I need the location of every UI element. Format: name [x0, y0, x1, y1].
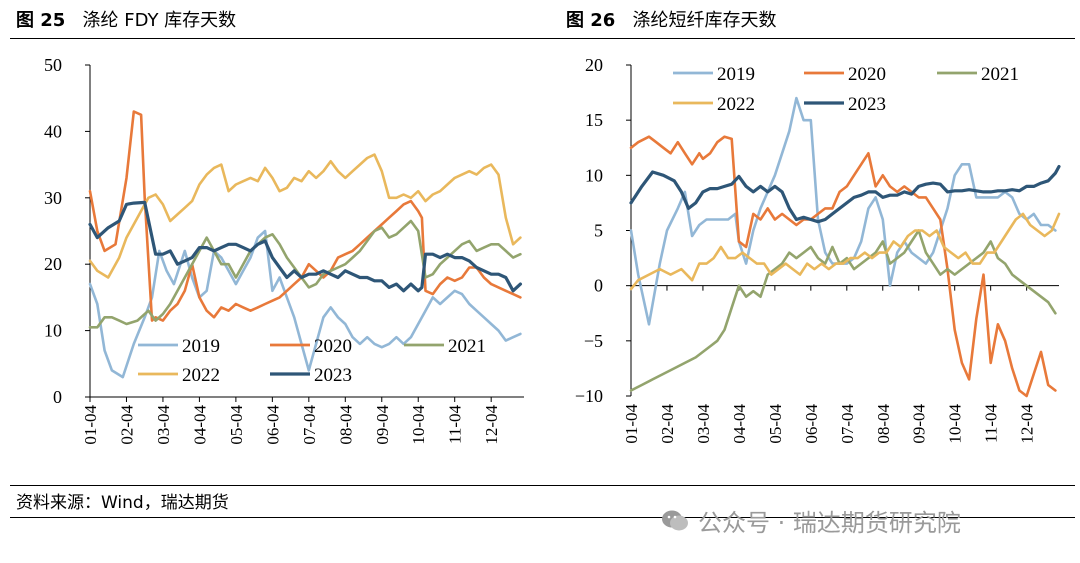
- staple-x-tick-label: 08-04: [874, 404, 893, 444]
- staple-series-2019-line: [629, 96, 1057, 326]
- watermark: 公众号 · 瑞达期货研究院: [660, 503, 961, 538]
- fdy-x-tick-label: 01-04: [81, 405, 100, 445]
- fdy-x-tick-label: 12-04: [482, 405, 501, 445]
- fdy-x-tick-label: 06-04: [263, 405, 282, 445]
- staple-x-tick-label: 05-04: [766, 404, 785, 444]
- fdy-x-tick-label: 11-04: [446, 405, 465, 445]
- staple-x-tick-label: 01-04: [622, 404, 641, 444]
- fdy-series-2022-line: [88, 153, 522, 279]
- fdy-series-2023-line: [88, 200, 523, 293]
- fdy-inventory-chart: 0 10 20 30 40 50 01-04 02-04 03-04 04-04 05-04 06-0…: [44, 55, 524, 445]
- staple-legend-label-2022: 2022: [717, 94, 755, 115]
- staple-y-tick-label: 20: [585, 55, 603, 75]
- staple-series-2022-line: [629, 212, 1061, 291]
- fdy-series-2019-line: [88, 229, 522, 379]
- source-note: 资料来源：Wind，瑞达期货: [16, 493, 229, 513]
- staple-y-tick-label: −10: [575, 386, 603, 406]
- staple-series-2023-line: [629, 164, 1061, 224]
- fdy-y-tick-label: 30: [44, 188, 62, 208]
- staple-x-tick-label: 12-04: [1018, 404, 1037, 444]
- source-bottom-rule: [10, 517, 1075, 518]
- figure-26-title: 涤纶短纤库存天数: [632, 10, 777, 31]
- fdy-x-tick-label: 04-04: [190, 405, 209, 445]
- staple-y-tick-label: 5: [594, 221, 603, 241]
- staple-y-tick-label: −5: [584, 331, 603, 351]
- wechat-icon: [662, 510, 688, 530]
- fdy-legend: 2019 2020 2021 2022 2023: [138, 336, 486, 386]
- figure-25-title: 涤纶 FDY 库存天数: [82, 10, 237, 31]
- fdy-legend-label-2022: 2022: [182, 365, 220, 386]
- staple-x-tick-label: 11-04: [982, 404, 1001, 444]
- staple-y-tick-label: 0: [594, 276, 603, 296]
- staple-legend-label-2021: 2021: [981, 64, 1019, 85]
- staple-x-tick-label: 06-04: [802, 404, 821, 444]
- staple-fiber-inventory-chart: −10 −5 0 5 10 15 20 01-04 02-04 03-04 04-04 05-04 06…: [575, 55, 1061, 444]
- source-top-rule: [10, 485, 1075, 486]
- top-rule: [10, 38, 1075, 39]
- staple-y-tick-label: 10: [585, 165, 603, 185]
- staple-legend-label-2019: 2019: [717, 64, 755, 85]
- fdy-y-tick-label: 0: [53, 387, 62, 407]
- fdy-series-2020-line: [88, 110, 522, 322]
- staple-series-2020-line: [629, 135, 1057, 398]
- figure-26-number: 图 26: [566, 10, 616, 31]
- fdy-legend-label-2020: 2020: [314, 336, 352, 357]
- fdy-legend-label-2019: 2019: [182, 336, 220, 357]
- staple-legend: 2019 2020 2021 2022 2023: [673, 64, 1019, 115]
- figure-25-caption: 图 25 涤纶 FDY 库存天数: [16, 6, 236, 32]
- fdy-x-tick-label: 08-04: [336, 405, 355, 445]
- staple-x-tick-label: 09-04: [910, 404, 929, 444]
- staple-x-tick-label: 10-04: [946, 404, 965, 444]
- fdy-x-tick-label: 10-04: [409, 405, 428, 445]
- fdy-legend-label-2021: 2021: [448, 336, 486, 357]
- staple-legend-label-2020: 2020: [848, 64, 886, 85]
- staple-x-tick-label: 07-04: [838, 404, 857, 444]
- fdy-x-tick-label: 05-04: [227, 405, 246, 445]
- fdy-x-tick-label: 02-04: [117, 405, 136, 445]
- figure-26-caption: 图 26 涤纶短纤库存天数: [566, 6, 777, 32]
- staple-y-tick-label: 15: [585, 110, 603, 130]
- staple-legend-label-2023: 2023: [848, 94, 886, 115]
- watermark-text: 公众号 · 瑞达期货研究院: [698, 509, 961, 537]
- fdy-y-tick-label: 50: [44, 55, 62, 75]
- staple-x-tick-label: 02-04: [658, 404, 677, 444]
- staple-x-tick-label: 03-04: [694, 404, 713, 444]
- fdy-x-tick-label: 09-04: [373, 405, 392, 445]
- fdy-legend-label-2023: 2023: [314, 365, 352, 386]
- figure-25-number: 图 25: [16, 10, 66, 31]
- fdy-y-tick-label: 20: [44, 254, 62, 274]
- fdy-y-tick-label: 40: [44, 121, 62, 141]
- staple-series-2021-line: [629, 229, 1057, 392]
- fdy-y-tick-label: 10: [44, 321, 62, 341]
- fdy-x-tick-label: 07-04: [300, 405, 319, 445]
- staple-x-tick-label: 04-04: [730, 404, 749, 444]
- fdy-x-tick-label: 03-04: [154, 405, 173, 445]
